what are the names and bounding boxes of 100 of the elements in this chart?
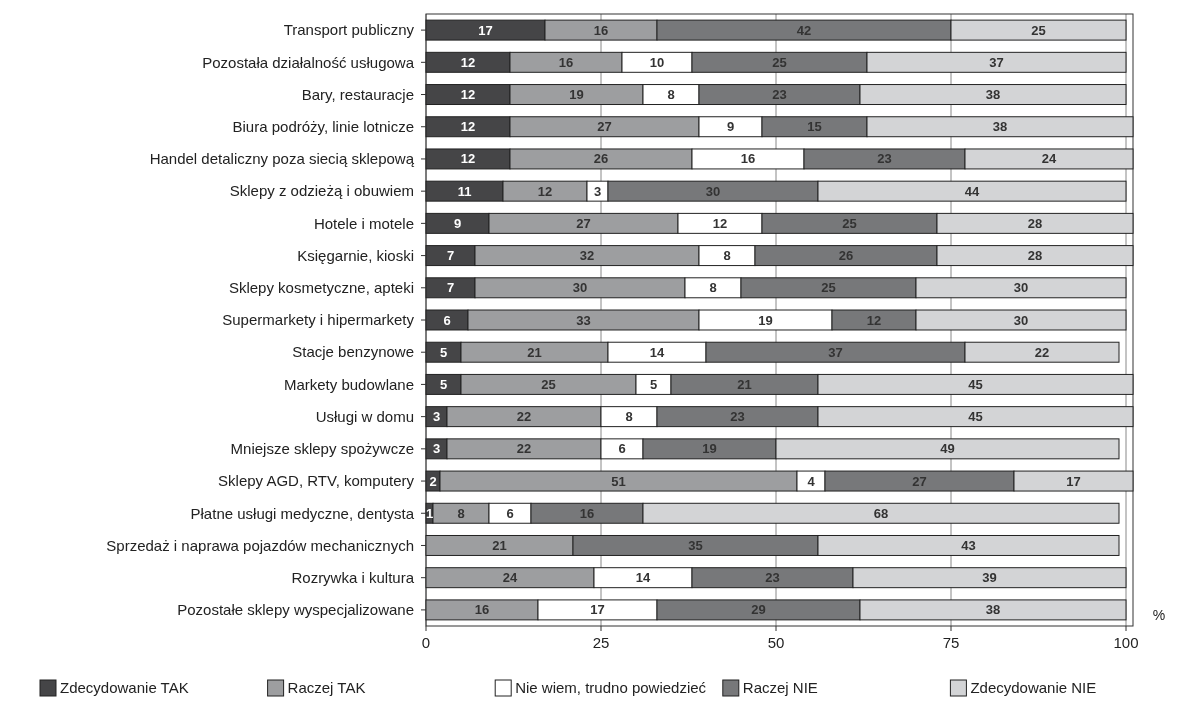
data-label: 17 bbox=[1066, 473, 1081, 489]
data-label: 19 bbox=[569, 87, 584, 103]
data-label: 43 bbox=[961, 538, 976, 554]
data-label: 26 bbox=[838, 248, 854, 264]
data-label: 8 bbox=[667, 87, 675, 103]
data-label: 2 bbox=[429, 473, 437, 489]
y-tick-label: Stacje benzynowe bbox=[292, 343, 414, 361]
y-tick-label: Sklepy z odzieżą i obuwiem bbox=[229, 182, 414, 200]
data-label: 32 bbox=[579, 248, 595, 264]
data-label: 38 bbox=[992, 119, 1008, 135]
data-label: 1 bbox=[425, 505, 434, 521]
data-label: 11 bbox=[457, 183, 472, 199]
data-label: 10 bbox=[649, 54, 665, 70]
data-label: 21 bbox=[492, 538, 507, 554]
legend-label: Raczej NIE bbox=[742, 679, 818, 697]
y-tick-label: Hotele i motele bbox=[313, 214, 414, 232]
data-label: 3 bbox=[593, 183, 602, 199]
data-label: 9 bbox=[453, 215, 462, 231]
data-label: 51 bbox=[611, 473, 626, 489]
data-label: 22 bbox=[516, 409, 532, 425]
data-label: 38 bbox=[985, 602, 1001, 618]
data-label: 25 bbox=[772, 54, 787, 70]
data-label: 4 bbox=[807, 473, 816, 489]
y-tick-label: Markety budowlane bbox=[283, 375, 414, 393]
data-label: 28 bbox=[1027, 248, 1043, 264]
data-label: 19 bbox=[702, 441, 717, 457]
data-label: 38 bbox=[985, 87, 1001, 103]
legend-label: Zdecydowanie NIE bbox=[970, 679, 1097, 697]
data-label: 16 bbox=[740, 151, 756, 167]
data-label: 3 bbox=[432, 409, 441, 425]
data-label: 23 bbox=[877, 151, 892, 167]
y-tick-label: Handel detaliczny poza siecią sklepową bbox=[149, 150, 415, 168]
data-label: 14 bbox=[649, 344, 665, 360]
x-tick-label: 75 bbox=[942, 634, 960, 651]
data-label: 6 bbox=[443, 312, 451, 328]
x-tick-label: 25 bbox=[592, 634, 610, 651]
y-tick-label: Biura podróży, linie lotnicze bbox=[232, 117, 414, 135]
data-label: 7 bbox=[446, 280, 455, 296]
data-label: 25 bbox=[842, 215, 857, 231]
data-label: 37 bbox=[828, 344, 843, 360]
data-label: 25 bbox=[1031, 22, 1046, 38]
legend-label: Zdecydowanie TAK bbox=[60, 679, 189, 697]
data-label: 12 bbox=[537, 183, 553, 199]
data-label: 39 bbox=[982, 570, 997, 586]
data-label: 8 bbox=[625, 409, 633, 425]
data-label: 6 bbox=[506, 505, 514, 521]
y-tick-label: Usługi w domu bbox=[315, 407, 414, 425]
data-label: 25 bbox=[821, 280, 836, 296]
data-label: 37 bbox=[989, 54, 1004, 70]
data-label: 49 bbox=[940, 441, 955, 457]
legend-label: Raczej TAK bbox=[287, 679, 366, 697]
data-label: 12 bbox=[460, 87, 476, 103]
data-label: 23 bbox=[730, 409, 745, 425]
data-label: 17 bbox=[590, 602, 605, 618]
y-tick-label: Mniejsze sklepy spożywcze bbox=[230, 440, 414, 458]
data-label: 45 bbox=[968, 409, 983, 425]
data-label: 26 bbox=[593, 151, 609, 167]
data-label: 5 bbox=[439, 376, 448, 392]
y-tick-label: Transport publiczny bbox=[283, 21, 415, 39]
data-label: 35 bbox=[688, 538, 703, 554]
data-label: 8 bbox=[709, 280, 717, 296]
data-label: 22 bbox=[1034, 344, 1050, 360]
y-tick-label: Płatne usługi medyczne, dentysta bbox=[190, 504, 415, 522]
data-label: 21 bbox=[737, 376, 752, 392]
data-label: 16 bbox=[558, 54, 574, 70]
y-tick-label: Sklepy AGD, RTV, komputery bbox=[218, 472, 415, 490]
data-label: 5 bbox=[649, 376, 658, 392]
data-label: 8 bbox=[457, 505, 465, 521]
data-label: 16 bbox=[593, 22, 609, 38]
data-label: 12 bbox=[460, 119, 476, 135]
data-label: 9 bbox=[726, 119, 735, 135]
x-tick-label: 0 bbox=[421, 634, 431, 651]
data-label: 30 bbox=[572, 280, 588, 296]
data-label: 30 bbox=[1013, 312, 1029, 328]
data-label: 33 bbox=[576, 312, 591, 328]
data-label: 27 bbox=[597, 119, 612, 135]
data-label: 6 bbox=[618, 441, 626, 457]
x-tick-label: 100 bbox=[1113, 634, 1139, 651]
y-tick-label: Księgarnie, kioski bbox=[297, 246, 414, 264]
x-axis-title: % bbox=[1152, 607, 1166, 623]
data-label: 28 bbox=[1027, 215, 1043, 231]
data-label: 3 bbox=[432, 441, 441, 457]
data-label: 27 bbox=[576, 215, 591, 231]
data-label: 7 bbox=[446, 248, 455, 264]
y-tick-label: Sklepy kosmetyczne, apteki bbox=[228, 279, 414, 297]
y-tick-label: Rozrywka i kultura bbox=[291, 568, 415, 586]
data-label: 27 bbox=[912, 473, 927, 489]
y-tick-label: Pozostałe sklepy wyspecjalizowane bbox=[177, 601, 414, 619]
y-tick-label: Sprzedaż i naprawa pojazdów mechanicznych bbox=[106, 536, 414, 554]
data-label: 68 bbox=[873, 505, 889, 521]
data-label: 19 bbox=[758, 312, 773, 328]
data-label: 45 bbox=[968, 376, 983, 392]
data-label: 14 bbox=[635, 570, 651, 586]
y-tick-label: Pozostała działalność usługowa bbox=[202, 53, 415, 71]
data-label: 21 bbox=[527, 344, 542, 360]
data-label: 12 bbox=[712, 215, 728, 231]
data-label: 12 bbox=[460, 151, 476, 167]
data-label: 23 bbox=[772, 87, 787, 103]
data-label: 24 bbox=[502, 570, 518, 586]
data-label: 29 bbox=[751, 602, 766, 618]
